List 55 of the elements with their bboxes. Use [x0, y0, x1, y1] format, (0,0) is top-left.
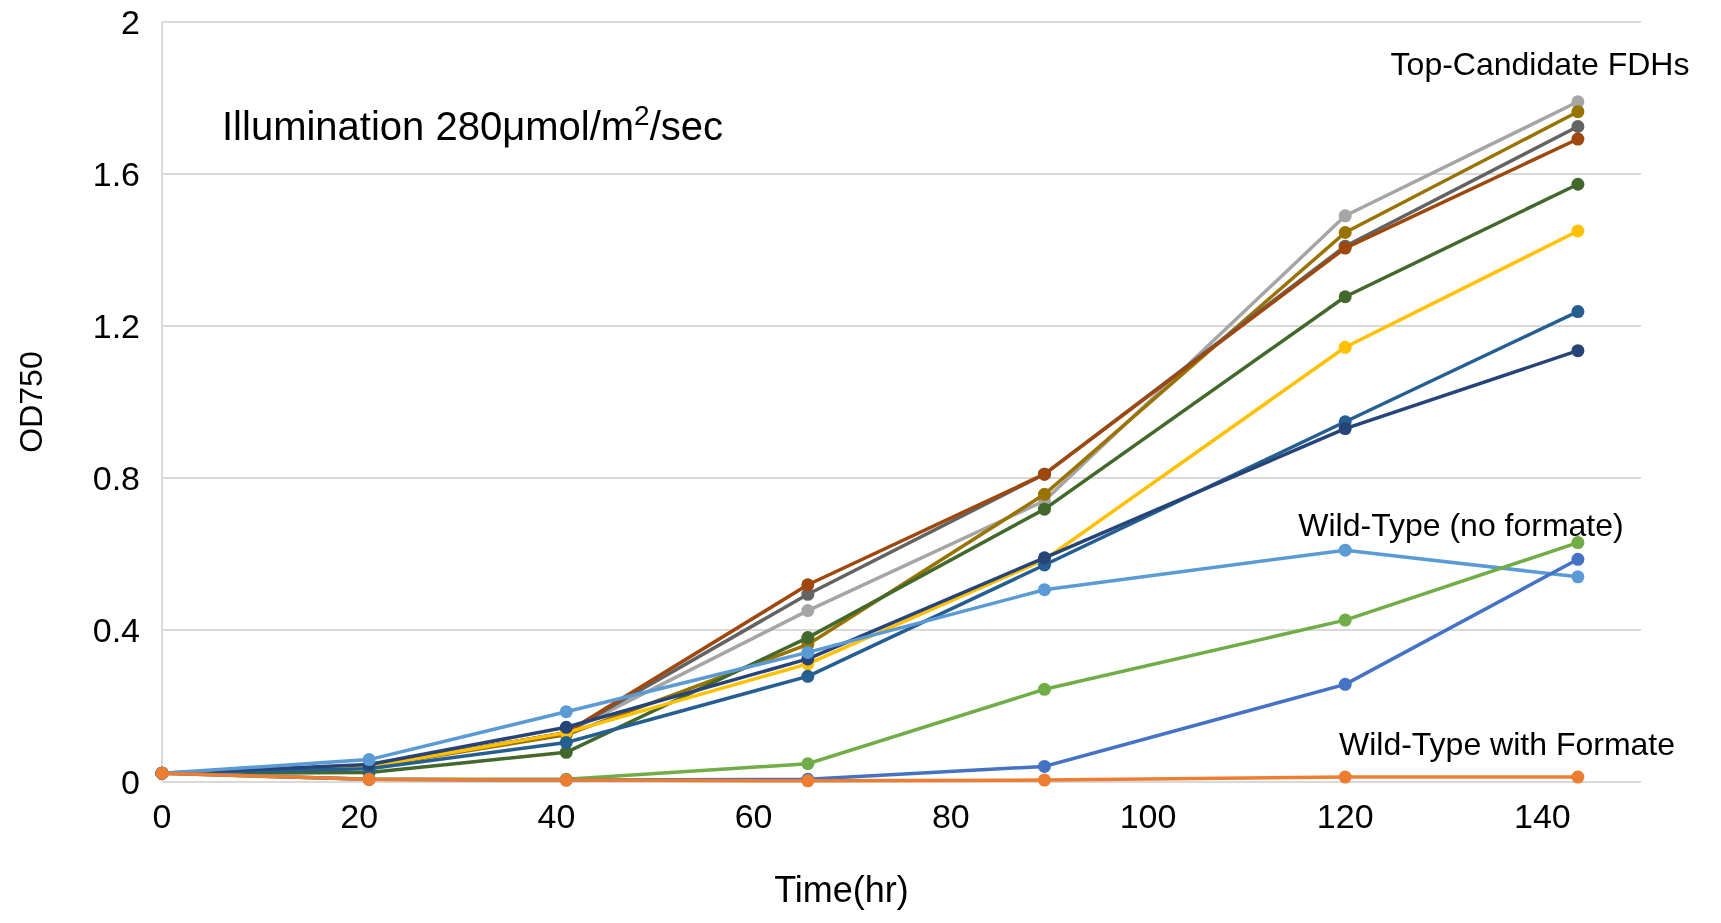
x-tick-label: 120 [1316, 797, 1374, 835]
point [559, 735, 573, 749]
point [559, 705, 573, 719]
point [1571, 224, 1585, 238]
point [1338, 677, 1352, 691]
y-tick-label: 1.2 [92, 307, 140, 345]
x-axis-title: Time(hr) [774, 869, 909, 910]
y-tick-label: 0 [121, 763, 140, 801]
point [1571, 305, 1585, 319]
point [1571, 105, 1585, 119]
point [362, 753, 376, 767]
y-tick-label: 0.4 [92, 611, 140, 649]
point [1571, 770, 1585, 784]
point [801, 578, 815, 592]
point [1571, 552, 1585, 566]
point [1037, 487, 1051, 501]
x-tick-label: 40 [537, 797, 576, 835]
point [1338, 770, 1352, 784]
point [1571, 132, 1585, 146]
annotation: Illumination 280μmol/m$^{2}$/sec [222, 99, 724, 148]
point [1338, 543, 1352, 557]
point [801, 604, 815, 618]
point [559, 720, 573, 734]
point [1338, 422, 1352, 436]
y-tick-label: 2 [121, 3, 140, 41]
point [1338, 613, 1352, 627]
point [1037, 682, 1051, 696]
point [1338, 226, 1352, 240]
y-tick-label: 0.8 [92, 459, 140, 497]
x-tick-label: 20 [340, 797, 379, 835]
y-tick-label: 1.6 [92, 155, 140, 193]
point [1037, 583, 1051, 597]
y-axis-title: OD750 [13, 351, 49, 453]
point [1037, 773, 1051, 787]
x-tick-label: 80 [931, 797, 970, 835]
point [1571, 570, 1585, 584]
point [801, 631, 815, 645]
point [1338, 290, 1352, 304]
point [1571, 177, 1585, 191]
point [801, 645, 815, 659]
x-tick-label: 0 [152, 797, 172, 835]
annotation: Top-Candidate FDHs [1390, 46, 1690, 82]
point [1571, 120, 1585, 133]
point [1338, 340, 1352, 354]
point [1037, 502, 1051, 516]
point [801, 669, 815, 683]
point [801, 757, 815, 771]
x-tick-label: 100 [1119, 797, 1177, 835]
annotation: Wild-Type with Formate [1338, 726, 1676, 762]
point [1037, 759, 1051, 773]
annotation: Wild-Type (no formate) [1298, 507, 1624, 543]
x-tick-label: 140 [1514, 797, 1571, 835]
point [1338, 209, 1352, 223]
x-tick-label: 60 [734, 797, 773, 835]
point [1571, 344, 1585, 358]
